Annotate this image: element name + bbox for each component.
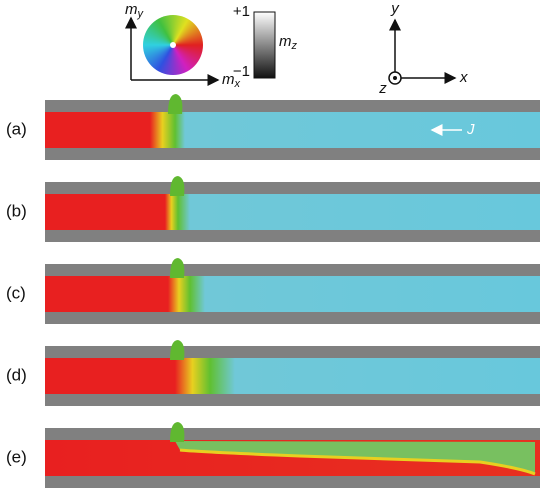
edge-bottom	[45, 394, 540, 406]
figure: my mx +1 −1 mz y x z (a)(b)(c)(d)(e)J	[0, 0, 553, 494]
mz-label: mz	[279, 33, 298, 52]
panel-label: (e)	[6, 447, 27, 466]
panel-label: (b)	[6, 201, 27, 220]
edge-bottom	[45, 312, 540, 324]
panel-label: (d)	[6, 365, 27, 384]
strip	[45, 358, 540, 394]
edge-top	[45, 182, 540, 194]
edge-top	[45, 100, 540, 112]
z-dot	[393, 76, 397, 80]
strip	[45, 276, 540, 312]
notch-bump	[170, 422, 184, 442]
current-label: J	[466, 121, 475, 138]
mz-bottom: −1	[233, 63, 250, 80]
figure-svg: my mx +1 −1 mz y x z (a)(b)(c)(d)(e)J	[0, 0, 553, 494]
notch-bump	[170, 176, 184, 196]
strip	[45, 194, 540, 230]
notch-bump	[170, 258, 184, 278]
x-label: x	[459, 69, 468, 86]
z-label: z	[378, 80, 387, 97]
edge-top	[45, 346, 540, 358]
panels: (a) (b) (c) (d) (e) J	[6, 94, 540, 488]
edge-top	[45, 428, 540, 440]
y-label: y	[390, 0, 400, 17]
notch-bump	[170, 340, 184, 360]
panel-label: (a)	[6, 119, 27, 138]
mz-top: +1	[233, 3, 250, 20]
strip	[45, 112, 540, 148]
mz-scale	[254, 12, 275, 78]
edge-bottom	[45, 476, 540, 488]
notch-bump	[168, 94, 182, 114]
edge-bottom	[45, 230, 540, 242]
edge-top	[45, 264, 540, 276]
panel-label: (c)	[6, 283, 26, 302]
my-label: my	[125, 1, 145, 20]
edge-bottom	[45, 148, 540, 160]
